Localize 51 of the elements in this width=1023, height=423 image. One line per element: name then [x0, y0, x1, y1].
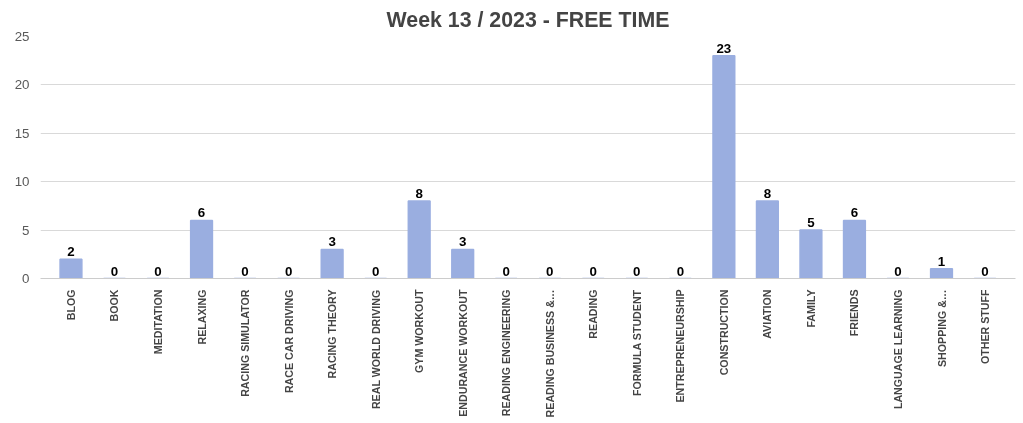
data-label: 3: [328, 234, 336, 250]
y-tick-label: 15: [14, 125, 30, 141]
chart-title: Week 13 / 2023 - FREE TIME: [386, 7, 670, 32]
x-tick-label: RACING THEORY: [326, 289, 339, 379]
y-tick-label: 20: [14, 77, 30, 93]
x-tick-label: FRIENDS: [848, 289, 861, 337]
y-tick-label: 0: [22, 271, 30, 286]
x-tick-label: BLOG: [64, 289, 77, 321]
x-tick-label: ENDURANCE WORKOUT: [456, 289, 469, 417]
data-label: 0: [676, 263, 685, 279]
data-label: 0: [154, 263, 162, 279]
x-tick-label: LANGUAGE LEARNING: [891, 289, 904, 410]
data-label: 5: [807, 215, 816, 231]
x-tick-label: READING: [587, 289, 600, 339]
x-tick-label: AVIATION: [761, 289, 774, 339]
data-label: 0: [502, 263, 510, 279]
data-label: 2: [67, 244, 75, 260]
x-tick-label: FORMULA STUDENT: [630, 289, 643, 397]
data-label: 8: [763, 186, 772, 202]
data-label: 0: [981, 263, 989, 279]
x-tick-label: READING BUSINESS &…: [543, 289, 556, 418]
x-tick-label: BOOK: [108, 289, 121, 322]
x-tick-label: REAL WORLD DRIVING: [369, 289, 382, 410]
data-label: 0: [546, 263, 554, 279]
data-label: 0: [894, 263, 902, 279]
data-label: 0: [284, 263, 293, 279]
data-label: 0: [241, 263, 249, 279]
data-label: 0: [633, 263, 641, 279]
data-label: 0: [110, 263, 119, 279]
x-tick-label: OTHER STUFF: [979, 289, 992, 365]
x-tick-label: CONSTRUCTION: [717, 289, 730, 376]
data-label: 6: [850, 205, 859, 221]
x-tick-label: FAMILY: [804, 289, 817, 328]
x-tick-label: MEDITATION: [152, 289, 165, 355]
y-tick-label: 25: [14, 29, 30, 44]
data-label: 1: [937, 253, 946, 269]
x-tick-label: RACE CAR DRIVING: [282, 289, 295, 394]
data-label: 23: [716, 40, 732, 56]
data-label: 8: [415, 186, 423, 202]
data-label: 3: [459, 234, 467, 250]
x-tick-label: ENTREPRENEURSHIP: [674, 289, 687, 403]
x-tick-label: READING ENGINEERING: [500, 289, 513, 417]
x-tick-label: RACING SIMULATOR: [239, 289, 252, 397]
data-label: 0: [371, 263, 380, 279]
data-label: 0: [589, 263, 598, 279]
data-label: 6: [197, 205, 206, 221]
y-tick-label: 5: [22, 222, 30, 238]
x-tick-label: SHOPPING &…: [935, 289, 948, 368]
x-tick-label: GYM WORKOUT: [413, 289, 426, 373]
y-tick-label: 10: [14, 174, 30, 190]
x-tick-label: RELAXING: [195, 289, 208, 345]
